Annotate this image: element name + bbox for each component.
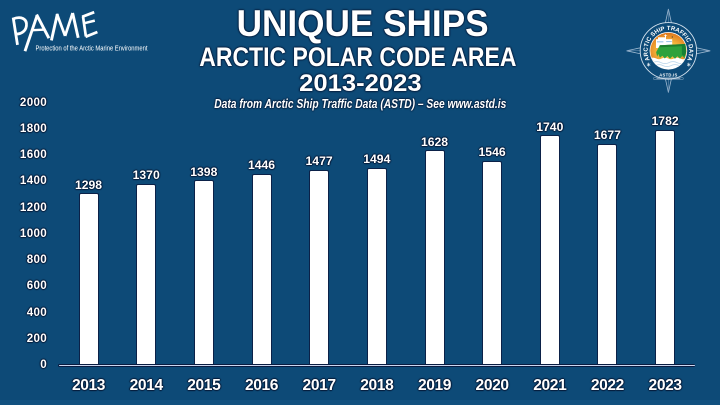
svg-text:ASTD.IS: ASTD.IS xyxy=(659,72,677,77)
svg-text:Protection of the Arctic Marin: Protection of the Arctic Marine Environm… xyxy=(36,43,148,52)
